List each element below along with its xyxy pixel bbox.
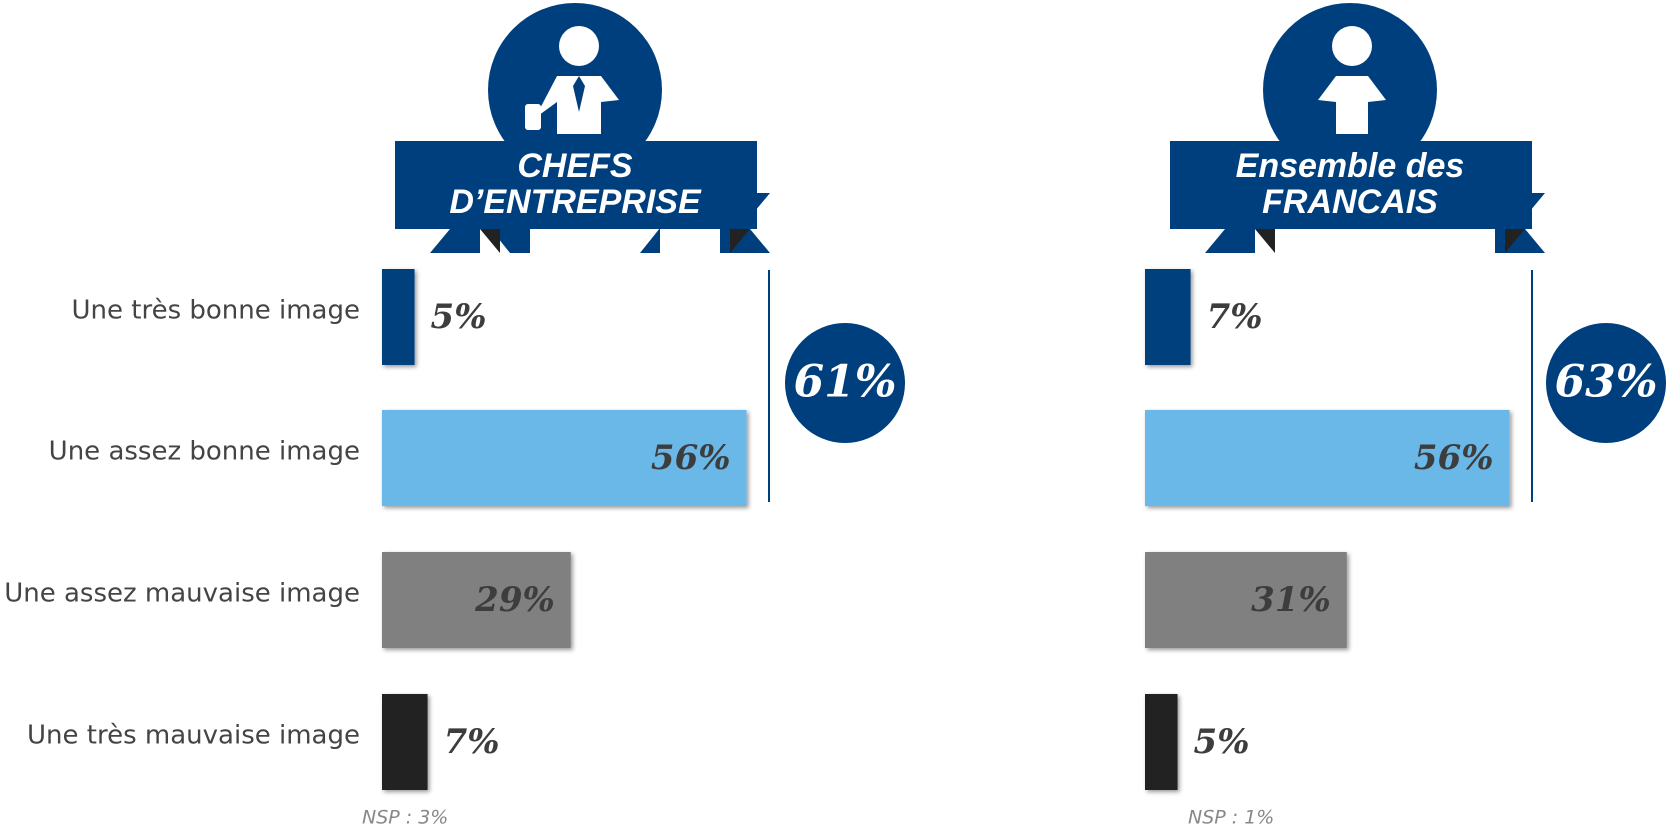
bar (1145, 410, 1510, 506)
note: NSP : 1% (1188, 807, 1274, 829)
total-label: 63% (1554, 357, 1657, 408)
bar (382, 410, 747, 506)
bar (382, 269, 415, 365)
bar (1145, 694, 1178, 790)
value-label: 56% (1414, 438, 1494, 478)
value-label: 7% (444, 722, 500, 762)
value-label: 31% (1251, 580, 1331, 620)
category-label: Une très bonne image (71, 296, 360, 326)
category-label: Une assez bonne image (49, 437, 360, 467)
value-label: 5% (431, 297, 487, 337)
badge-left (395, 3, 770, 253)
total-badge (1546, 323, 1666, 443)
chart-title: CHEFS D’ENTREPRISE (449, 147, 701, 221)
bar (1145, 552, 1347, 648)
total-badge (785, 323, 905, 443)
value-label: 7% (1207, 297, 1263, 337)
category-label: Une très mauvaise image (27, 721, 360, 751)
value-label: 5% (1194, 722, 1250, 762)
badge-right (1170, 3, 1545, 253)
note: NSP : 3% (362, 807, 448, 829)
bar (382, 694, 428, 790)
bar (382, 552, 571, 648)
category-label: Une assez mauvaise image (4, 579, 360, 609)
value-label: 56% (651, 438, 731, 478)
bar (1145, 269, 1191, 365)
total-label: 61% (793, 357, 896, 408)
value-label: 29% (474, 580, 555, 620)
chart-title: Ensemble des FRANCAIS (1235, 147, 1465, 221)
